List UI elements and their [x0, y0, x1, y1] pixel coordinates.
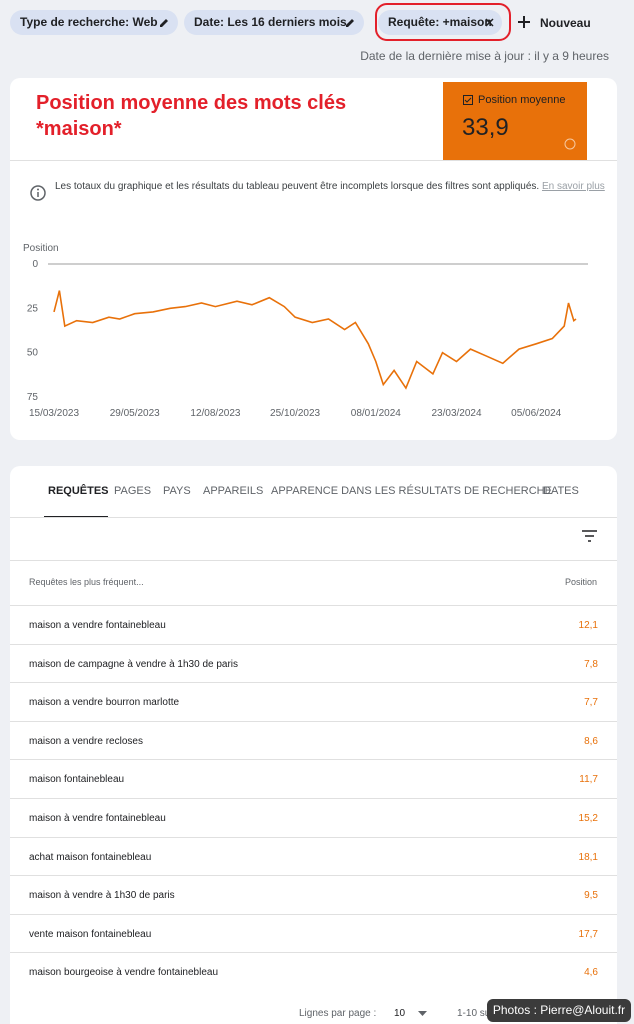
x-tick-label: 29/05/2023 [110, 408, 160, 419]
query-cell: maison a vendre bourron marlotte [29, 697, 180, 709]
filter-icon[interactable] [582, 530, 597, 542]
filter-chip[interactable]: Type de recherche: Web [10, 10, 178, 35]
position-cell: 17,7 [578, 928, 598, 940]
rows-label: Lignes par page : [299, 1008, 377, 1019]
dropdown-icon [418, 1011, 427, 1016]
column-header[interactable]: Requêtes les plus fréquent... [29, 577, 144, 587]
plus-icon [518, 16, 530, 28]
x-tick-label: 15/03/2023 [29, 408, 79, 419]
last-update: Date de la dernière mise à jour : il y a… [360, 49, 609, 63]
metric-label: Position moyenne [478, 94, 566, 106]
position-cell: 8,6 [584, 735, 598, 747]
position-cell: 12,1 [578, 620, 598, 631]
info-icon [30, 185, 46, 201]
x-tick-label: 12/08/2023 [190, 408, 240, 419]
highlight-outline [375, 3, 511, 41]
table-row: maison fontainebleau 11,7 [10, 759, 617, 798]
checkbox [463, 95, 473, 105]
y-tick-label: 0 [32, 259, 38, 270]
column-header[interactable]: Position [564, 577, 597, 587]
tab[interactable]: APPAREILS [203, 485, 264, 497]
tab[interactable]: APPARENCE DANS LES RÉSULTATS DE RECHERCH… [271, 485, 552, 497]
line [53, 290, 577, 390]
notice: Les totaux du graphique et les résultats… [55, 178, 610, 196]
notice-text: Les totaux du graphique et les résultats… [55, 181, 540, 192]
tab[interactable]: REQUÊTES [48, 485, 109, 497]
rows-select[interactable]: 10 [394, 1008, 406, 1019]
chart: Position 0 25 50 75 15/03/2023 29/05/2023 12/08… [23, 243, 588, 419]
tab[interactable]: DATES [543, 485, 579, 497]
chip-label: Date: Les 16 derniers mois [194, 15, 347, 29]
query-cell: maison fontainebleau [29, 774, 125, 786]
chip-label: Type de recherche: Web [20, 15, 158, 29]
y-axis-label: Position [23, 243, 59, 254]
position-cell: 4,6 [584, 967, 598, 979]
position-cell: 18,1 [578, 851, 598, 863]
table-row: maison a vendre recloses 8,6 [10, 720, 617, 760]
divider [10, 560, 617, 561]
table-row: maison à vendre à 1h30 de paris 9,5 [10, 875, 617, 914]
remove-icon[interactable] [485, 18, 494, 27]
y-tick-label: 25 [27, 303, 39, 314]
position-cell: 7,8 [584, 658, 598, 670]
x-tick-label: 05/06/2024 [511, 408, 561, 419]
divider [10, 517, 617, 518]
x-tick-label: 08/01/2024 [351, 408, 401, 419]
position-cell: 15,2 [578, 813, 598, 824]
x-tick-label: 25/10/2023 [270, 408, 320, 419]
range: 1-10 sur [457, 1008, 494, 1019]
query-cell: maison a vendre recloses [29, 735, 143, 747]
metric-value: 33,9 [462, 114, 509, 141]
y-tick-label: 75 [27, 392, 39, 403]
table-row: maison a vendre fontainebleau 12,1 [10, 605, 617, 644]
filter-chip[interactable]: Date: Les 16 derniers mois [184, 10, 364, 35]
position-cell: 9,5 [584, 890, 598, 902]
y-tick-label: 50 [27, 348, 39, 359]
table-row: achat maison fontainebleau 18,1 [10, 836, 617, 876]
annotation: Position moyenne des mots clés *maison* [36, 92, 347, 140]
notice-link[interactable]: En savoir plus [541, 181, 605, 192]
query-cell: maison bourgeoise à vendre fontainebleau [29, 967, 219, 979]
chip-label: Requête: +maison [388, 15, 492, 29]
table-row: maison a vendre bourron marlotte 7,7 [10, 682, 617, 721]
query-cell: maison à vendre à 1h30 de paris [29, 890, 175, 902]
table-row: vente maison fontainebleau 17,7 [10, 913, 617, 953]
help-icon [564, 138, 576, 150]
watermark: Photos : Pierre@Alouit.fr [487, 999, 631, 1022]
position-cell: 11,7 [579, 774, 598, 786]
query-cell: maison a vendre fontainebleau [29, 620, 166, 631]
table-row: maison à vendre fontainebleau 15,2 [10, 798, 617, 837]
tab[interactable]: PAGES [114, 485, 152, 497]
position-cell: 7,7 [584, 697, 598, 709]
query-cell: maison de campagne à vendre à 1h30 de pa… [29, 658, 239, 670]
table-card [10, 466, 617, 1024]
table-row: maison de campagne à vendre à 1h30 de pa… [10, 643, 617, 683]
metric-box[interactable]: Position moyenne 33,9 [443, 82, 587, 160]
divider [10, 160, 617, 161]
filter-chip[interactable]: Requête: +maison [378, 10, 502, 35]
query-cell: achat maison fontainebleau [29, 851, 152, 863]
edit-icon [160, 19, 168, 27]
tab[interactable]: PAYS [163, 485, 191, 497]
new-button[interactable]: Nouveau [540, 16, 591, 30]
edit-icon [346, 19, 354, 27]
query-cell: maison à vendre fontainebleau [29, 813, 166, 824]
table-row: maison bourgeoise à vendre fontainebleau… [10, 952, 617, 991]
x-tick-label: 23/03/2024 [432, 408, 482, 419]
query-cell: vente maison fontainebleau [29, 928, 152, 940]
